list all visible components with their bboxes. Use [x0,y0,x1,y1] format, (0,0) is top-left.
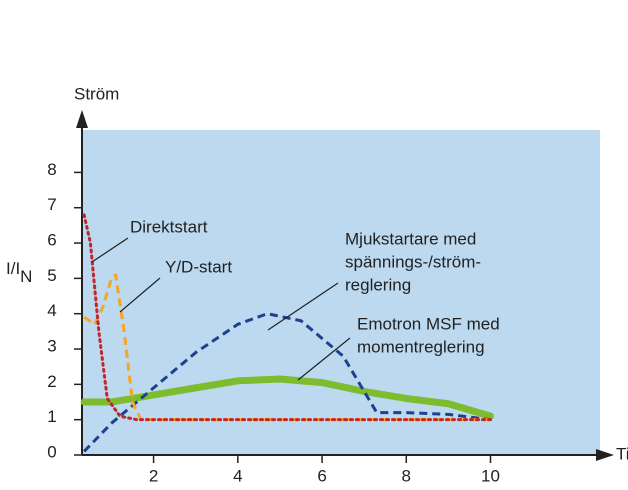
y-axis-label: I/IN [6,259,32,286]
series-label: Emotron MSF med [357,314,500,333]
x-tick-label: 10 [481,466,500,485]
leader-line [267,282,339,331]
plot-area [82,130,600,455]
line-series [80,375,495,420]
series-label: Y/D-start [165,257,232,276]
x-tick-label: 8 [402,466,411,485]
leader-line [297,337,351,381]
series-label: spännings-/ström- [345,252,481,271]
leader-line [119,277,161,313]
y-axis-arrow [76,110,88,128]
y-tick-label: 6 [47,231,56,250]
series-label: momentreglering [357,337,485,356]
x-axis-arrow [596,449,614,461]
series-label: Direktstart [130,217,208,236]
y-tick-label: 2 [47,372,56,391]
series-label: Mjukstartare med [345,229,476,248]
x-axis-label: Tid [616,444,628,463]
y-tick-label: 5 [47,266,56,285]
leader-line [91,237,129,263]
y-tick-label: 7 [47,195,56,214]
x-tick-label: 4 [233,466,242,485]
x-tick-label: 2 [149,466,158,485]
y-tick-label: 0 [47,442,56,461]
y-axis-top-label: Ström [74,84,119,103]
series-label: reglering [345,275,411,294]
y-tick-label: 3 [47,337,56,356]
y-tick-label: 1 [47,407,56,426]
y-tick-label: 8 [47,160,56,179]
y-axis-label-main: I/I [6,259,20,278]
y-axis-label-sub: N [20,267,32,286]
line-series [83,312,491,453]
line-series [82,213,493,422]
x-tick-label: 6 [317,466,326,485]
y-tick-label: 4 [47,301,56,320]
